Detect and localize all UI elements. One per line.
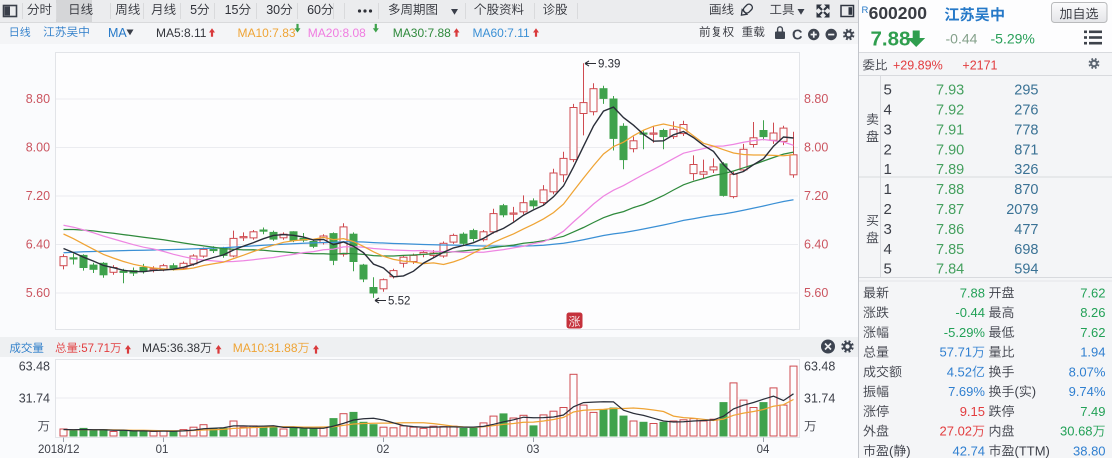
svg-text:2: 2 bbox=[884, 201, 892, 218]
svg-text:MA5:36.38: MA5:36.38 bbox=[142, 341, 200, 355]
svg-text:7.62: 7.62 bbox=[1080, 325, 1105, 340]
svg-text:R: R bbox=[862, 5, 869, 16]
svg-text:42.74: 42.74 bbox=[953, 443, 986, 458]
svg-text:-5.29%: -5.29% bbox=[991, 31, 1035, 47]
svg-text:2018/12: 2018/12 bbox=[38, 444, 80, 456]
svg-text:MA60:7.11: MA60:7.11 bbox=[473, 26, 530, 40]
svg-text:27.02: 27.02 bbox=[940, 424, 973, 439]
svg-text:-0.44: -0.44 bbox=[955, 305, 985, 320]
svg-text:2079: 2079 bbox=[1006, 202, 1038, 218]
svg-text:30: 30 bbox=[266, 3, 280, 17]
svg-text:C: C bbox=[792, 28, 803, 44]
svg-text:4.52: 4.52 bbox=[947, 364, 972, 379]
svg-text:276: 276 bbox=[1014, 103, 1038, 119]
svg-text:6.40: 6.40 bbox=[804, 238, 828, 252]
svg-text::57.71: :57.71 bbox=[78, 343, 110, 355]
svg-text:31.74: 31.74 bbox=[19, 392, 50, 406]
svg-text:): ) bbox=[906, 443, 910, 458]
svg-text:594: 594 bbox=[1014, 262, 1038, 278]
svg-text:38.80: 38.80 bbox=[1073, 443, 1106, 458]
svg-text:7.90: 7.90 bbox=[936, 142, 964, 158]
svg-text:5: 5 bbox=[190, 3, 197, 17]
svg-text:MA30:7.88: MA30:7.88 bbox=[393, 26, 451, 40]
svg-text:8.07%: 8.07% bbox=[1069, 364, 1106, 379]
svg-text:5: 5 bbox=[884, 261, 892, 278]
svg-text:870: 870 bbox=[1014, 182, 1038, 198]
svg-text:778: 778 bbox=[1014, 122, 1038, 138]
svg-text:-5.29%: -5.29% bbox=[944, 325, 986, 340]
svg-text:7.91: 7.91 bbox=[936, 122, 964, 138]
svg-text:(: ( bbox=[1015, 384, 1020, 399]
svg-text:7.87: 7.87 bbox=[936, 202, 964, 218]
svg-text:8.26: 8.26 bbox=[1080, 305, 1105, 320]
svg-text:600200: 600200 bbox=[869, 3, 928, 23]
svg-text:871: 871 bbox=[1014, 142, 1038, 158]
svg-text:57.71: 57.71 bbox=[940, 345, 973, 360]
svg-text:7.89: 7.89 bbox=[936, 162, 964, 178]
svg-text:8.80: 8.80 bbox=[26, 92, 50, 106]
svg-text:MA10:31.88: MA10:31.88 bbox=[233, 341, 298, 355]
svg-text:+2171: +2171 bbox=[962, 59, 997, 73]
svg-text:9.15: 9.15 bbox=[960, 404, 985, 419]
svg-text:63.48: 63.48 bbox=[804, 360, 835, 374]
svg-text:MA: MA bbox=[108, 26, 127, 40]
svg-text:7.69%: 7.69% bbox=[948, 384, 985, 399]
svg-text:MA20:8.08: MA20:8.08 bbox=[308, 26, 366, 40]
svg-text:7.92: 7.92 bbox=[936, 103, 964, 119]
svg-text:15: 15 bbox=[225, 3, 239, 17]
svg-text:63.48: 63.48 bbox=[19, 360, 50, 374]
svg-text:8.00: 8.00 bbox=[804, 141, 828, 155]
svg-text:31.74: 31.74 bbox=[804, 392, 835, 406]
svg-text:3: 3 bbox=[884, 221, 892, 238]
svg-text:1: 1 bbox=[884, 161, 892, 178]
svg-text:4: 4 bbox=[884, 102, 892, 119]
svg-text:1: 1 bbox=[884, 181, 892, 198]
svg-text:9.39: 9.39 bbox=[598, 59, 620, 71]
svg-text:1.94: 1.94 bbox=[1080, 345, 1105, 360]
svg-text:7.93: 7.93 bbox=[936, 83, 964, 99]
svg-text:7.20: 7.20 bbox=[804, 189, 828, 203]
svg-text:(TTM): (TTM) bbox=[1015, 443, 1050, 458]
svg-text:2: 2 bbox=[884, 141, 892, 158]
svg-text:4: 4 bbox=[884, 241, 892, 258]
svg-text:7.84: 7.84 bbox=[936, 262, 964, 278]
svg-text:(: ( bbox=[889, 443, 894, 458]
svg-text:MA10:7.83: MA10:7.83 bbox=[238, 26, 296, 40]
svg-text:7.62: 7.62 bbox=[1080, 285, 1105, 300]
svg-text:-0.44: -0.44 bbox=[946, 31, 978, 47]
svg-text:7.88: 7.88 bbox=[871, 28, 911, 51]
svg-text:5.52: 5.52 bbox=[388, 296, 410, 308]
svg-text:698: 698 bbox=[1014, 242, 1038, 258]
svg-text:03: 03 bbox=[527, 444, 540, 456]
svg-text:7.86: 7.86 bbox=[936, 222, 964, 238]
svg-text:326: 326 bbox=[1014, 162, 1038, 178]
svg-text:8.80: 8.80 bbox=[804, 92, 828, 106]
svg-text:): ) bbox=[1032, 384, 1036, 399]
svg-text:30.68: 30.68 bbox=[1060, 424, 1093, 439]
svg-text:7.85: 7.85 bbox=[936, 242, 964, 258]
svg-text:8.00: 8.00 bbox=[26, 141, 50, 155]
svg-text:+29.89%: +29.89% bbox=[893, 59, 943, 73]
svg-text:6.40: 6.40 bbox=[26, 238, 50, 252]
svg-text:5.60: 5.60 bbox=[804, 286, 828, 300]
svg-text:7.49: 7.49 bbox=[1080, 404, 1105, 419]
svg-text:295: 295 bbox=[1014, 83, 1038, 99]
svg-text:5: 5 bbox=[884, 82, 892, 99]
svg-text:02: 02 bbox=[377, 444, 390, 456]
svg-text:5.60: 5.60 bbox=[26, 286, 50, 300]
svg-text:01: 01 bbox=[156, 444, 169, 456]
svg-text:9.74%: 9.74% bbox=[1069, 384, 1106, 399]
svg-text:477: 477 bbox=[1014, 222, 1038, 238]
svg-text:3: 3 bbox=[884, 121, 892, 138]
svg-text:60: 60 bbox=[307, 3, 321, 17]
svg-text:04: 04 bbox=[757, 444, 770, 456]
svg-text:7.88: 7.88 bbox=[936, 182, 964, 198]
svg-text:MA5:8.11: MA5:8.11 bbox=[156, 26, 207, 40]
svg-text:7.88: 7.88 bbox=[960, 285, 985, 300]
svg-text:7.20: 7.20 bbox=[26, 189, 50, 203]
